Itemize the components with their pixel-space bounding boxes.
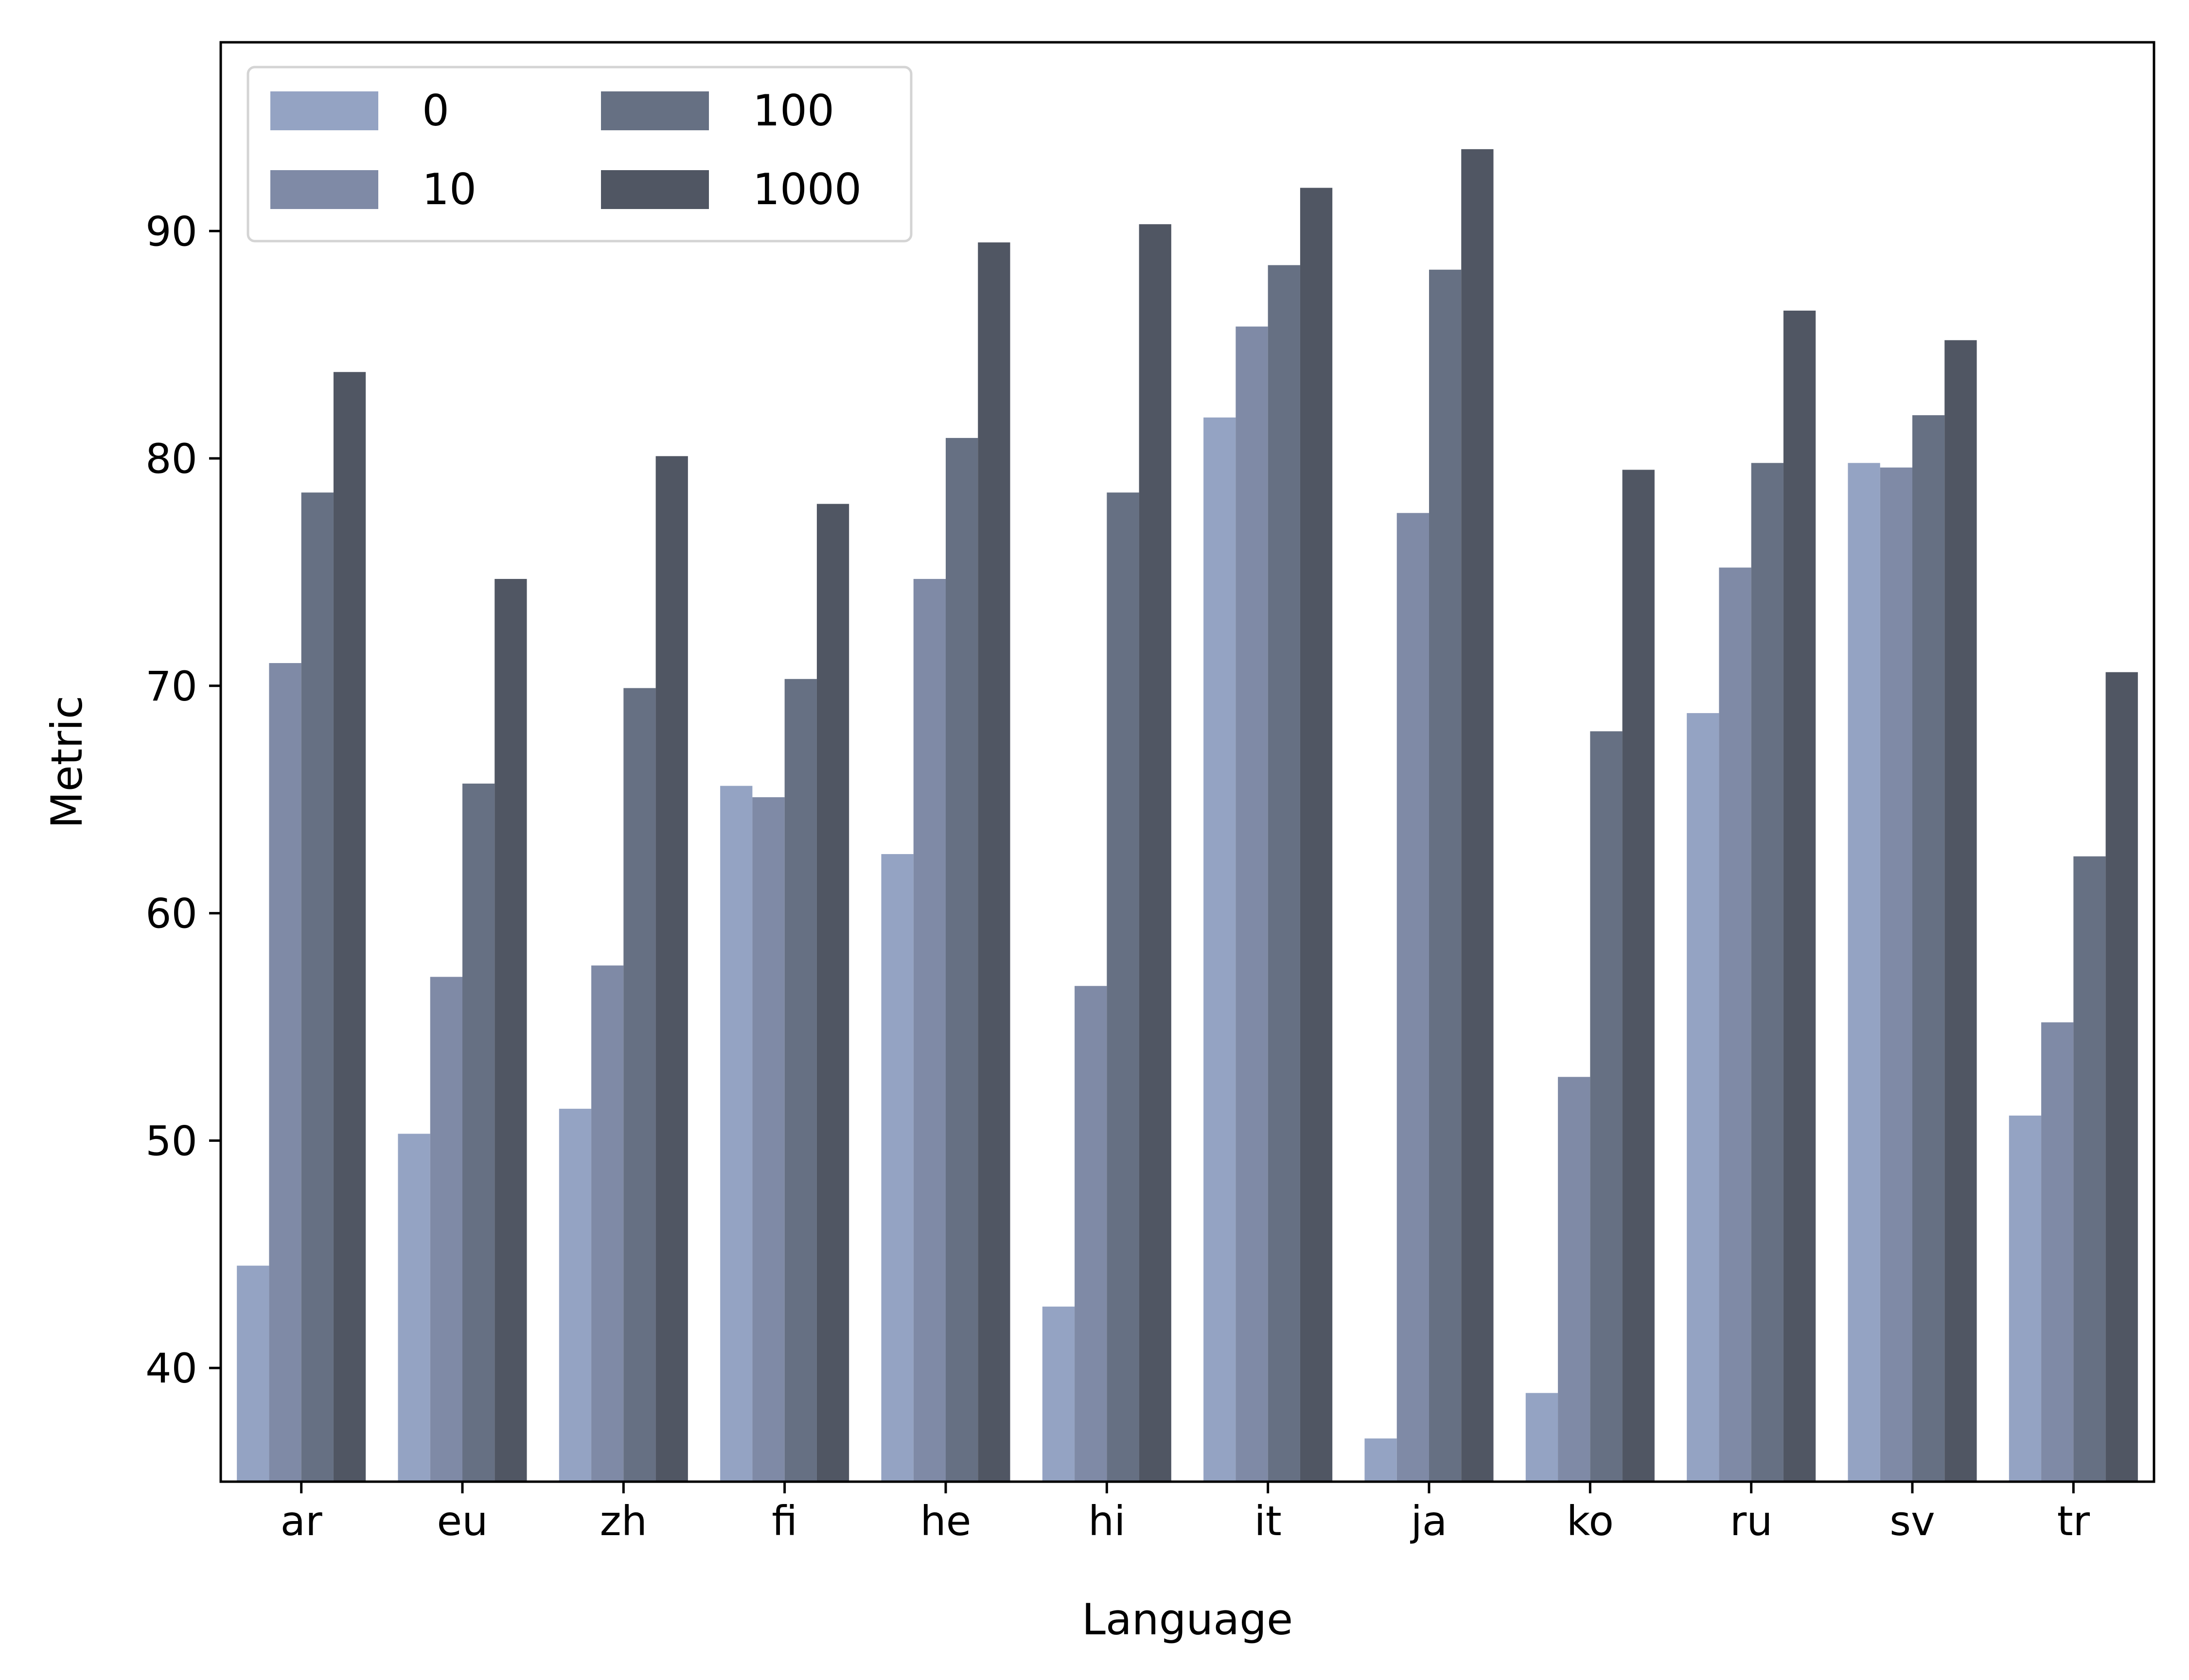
legend-swatch-100 [601,91,709,130]
legend-box [247,66,913,243]
bar-zh-1000 [655,456,688,1482]
x-tick-label: ko [1567,1497,1614,1545]
bar-zh-100 [623,688,656,1482]
x-tick-label: he [920,1497,971,1545]
x-tick-label: ru [1730,1497,1773,1545]
bar-sv-0 [1848,463,1880,1482]
bar-sv-10 [1880,467,1912,1482]
legend-label-10: 10 [422,164,477,214]
bar-ko-100 [1590,731,1623,1482]
bar-fi-10 [752,797,785,1482]
bar-fi-100 [784,679,817,1482]
y-tick-label: 40 [145,1345,197,1392]
bar-eu-100 [462,783,495,1482]
bar-ru-0 [1687,713,1719,1482]
bar-he-10 [913,578,946,1482]
y-tick-label: 90 [145,208,197,255]
bar-it-10 [1236,326,1268,1482]
bar-sv-100 [1912,415,1945,1482]
bar-eu-1000 [494,578,527,1482]
bar-it-100 [1268,265,1300,1482]
bar-ja-10 [1396,513,1429,1482]
y-tick-label: 60 [145,890,197,938]
bar-ru-100 [1751,463,1783,1482]
bar-zh-10 [591,965,624,1482]
bar-it-0 [1203,417,1236,1482]
bar-tr-1000 [2105,672,2138,1482]
bar-hi-1000 [1139,224,1171,1482]
legend-swatch-0 [270,91,378,130]
bar-ko-1000 [1622,470,1655,1482]
bar-ja-100 [1429,269,1462,1482]
bar-eu-0 [398,1134,430,1482]
bar-ar-10 [269,663,301,1482]
y-tick-label: 70 [145,663,197,710]
bar-he-1000 [978,242,1010,1482]
x-tick-label: zh [600,1497,647,1545]
bar-ar-0 [237,1265,269,1482]
legend-label-0: 0 [422,86,449,136]
bar-fi-0 [720,786,753,1482]
x-tick-label: hi [1088,1497,1126,1545]
bar-ja-1000 [1461,149,1494,1482]
bar-ja-0 [1364,1438,1397,1482]
bar-ru-10 [1719,567,1751,1482]
bar-ko-10 [1558,1077,1590,1482]
x-axis-label: Language [1082,1594,1293,1645]
legend-label-1000: 1000 [753,164,862,214]
legend-label-100: 100 [753,86,834,136]
legend: 0 10 100 1000 [247,66,913,243]
x-tick-label: fi [772,1497,797,1545]
bar-tr-0 [2009,1115,2042,1482]
x-axis-ticks: ar eu zh fi he hi it ja ko ru sv tr [281,1482,2090,1545]
bar-hi-100 [1107,492,1139,1482]
bar-ru-1000 [1783,310,1816,1482]
x-tick-label: sv [1889,1497,1935,1545]
bar-ko-0 [1525,1393,1558,1482]
bar-eu-10 [430,977,462,1482]
x-tick-label: it [1254,1497,1282,1545]
y-tick-label: 50 [145,1117,197,1165]
bar-sv-1000 [1944,340,1977,1482]
bar-hi-0 [1042,1306,1075,1482]
x-tick-label: tr [2057,1497,2090,1545]
y-axis-label: Metric [42,696,92,829]
bars-group [237,149,2138,1482]
bar-tr-10 [2041,1022,2074,1482]
bar-fi-1000 [816,504,849,1482]
bar-ar-1000 [333,372,366,1482]
x-tick-label: eu [437,1497,488,1545]
bar-tr-100 [2073,856,2106,1482]
bar-zh-0 [559,1108,592,1482]
y-axis-ticks: 40 50 60 70 80 90 [145,208,221,1392]
bar-it-1000 [1300,188,1333,1482]
plot-frame [219,41,2155,1483]
bar-he-0 [881,854,914,1482]
legend-swatch-10 [270,170,378,209]
x-tick-label: ja [1410,1497,1448,1545]
bar-hi-10 [1075,986,1107,1482]
x-tick-label: ar [281,1497,322,1545]
y-tick-label: 80 [145,435,197,483]
bar-ar-100 [301,492,334,1482]
legend-swatch-1000 [601,170,709,209]
bar-he-100 [946,438,978,1482]
